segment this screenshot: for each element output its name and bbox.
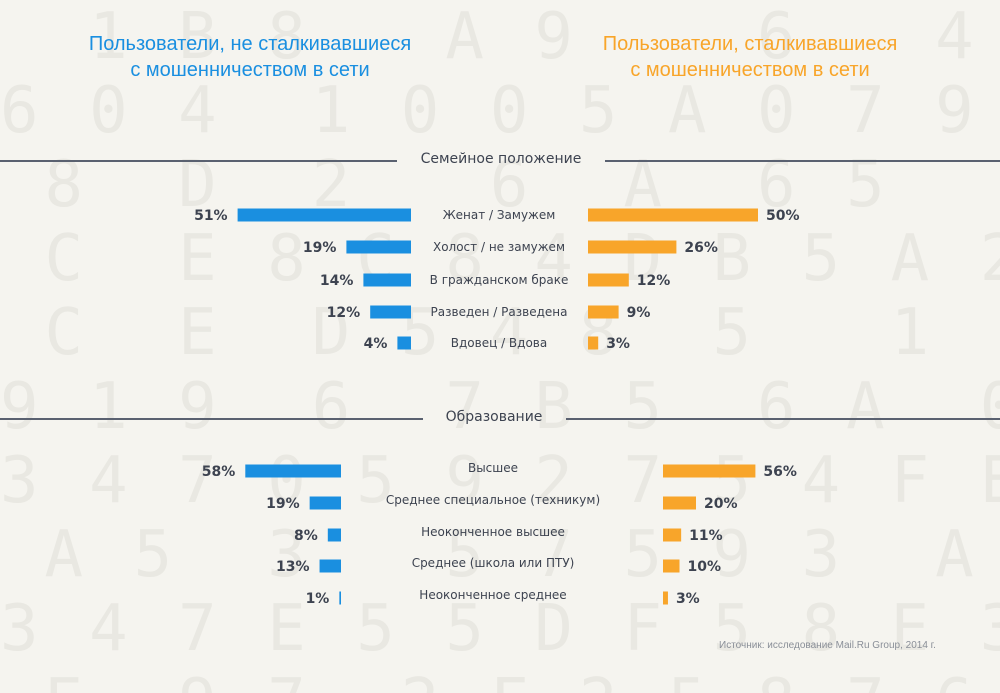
- left-group-title: Пользователи, не сталкивавшиеся с мошенн…: [50, 31, 450, 83]
- bar-right-0-4: [588, 336, 599, 350]
- bar-left-1-0: [245, 464, 341, 478]
- value-label-left-1-3: 13%: [276, 559, 310, 575]
- value-label-left-0-1: 19%: [303, 240, 337, 256]
- category-label-0-2: В гражданском браке: [430, 273, 569, 287]
- value-label-right-1-3: 10%: [688, 559, 722, 575]
- left-title-line-1: Пользователи, не сталкивавшиеся: [88, 33, 412, 55]
- section-divider-right: [566, 418, 1000, 420]
- bar-right-1-2: [663, 528, 682, 542]
- bar-left-0-4: [397, 336, 411, 350]
- value-label-right-1-2: 11%: [689, 528, 723, 544]
- value-label-left-1-4: 1%: [306, 591, 330, 607]
- value-label-right-0-3: 9%: [627, 305, 651, 321]
- source-note: Источник: исследование Mail.Ru Group, 20…: [719, 640, 936, 651]
- value-label-left-1-1: 19%: [266, 496, 300, 512]
- category-label-0-1: Холост / не замужем: [433, 240, 565, 254]
- value-label-left-0-4: 4%: [364, 336, 388, 352]
- value-label-right-1-1: 20%: [704, 496, 738, 512]
- category-label-1-2: Неоконченное высшее: [421, 525, 565, 539]
- value-label-left-0-0: 51%: [194, 208, 228, 224]
- category-label-0-4: Вдовец / Вдова: [451, 336, 547, 350]
- bar-left-1-3: [319, 559, 341, 573]
- section-divider-right: [605, 160, 1000, 162]
- section-divider-left: [0, 418, 423, 420]
- bar-left-1-2: [327, 528, 341, 542]
- bar-left-1-1: [309, 496, 341, 510]
- right-group-title: Пользователи, сталкивавшиеся с мошенниче…: [550, 31, 950, 83]
- bar-left-1-4: [339, 591, 341, 605]
- bar-right-1-1: [663, 496, 696, 510]
- value-label-right-0-1: 26%: [684, 240, 718, 256]
- bar-right-0-3: [588, 305, 619, 319]
- bar-right-0-2: [588, 273, 629, 287]
- right-title-line-2: с мошенничеством в сети: [630, 59, 870, 81]
- section-divider-left: [0, 160, 397, 162]
- section-title-education: Образование: [445, 409, 543, 425]
- category-label-0-0: Женат / Замужем: [443, 208, 556, 222]
- section-title-marital: Семейное положение: [420, 151, 582, 167]
- value-label-left-1-0: 58%: [202, 464, 236, 480]
- bar-right-0-0: [588, 208, 758, 222]
- category-label-1-4: Неоконченное среднее: [419, 588, 566, 602]
- value-label-right-0-4: 3%: [606, 336, 630, 352]
- left-title-line-2: с мошенничеством в сети: [130, 59, 370, 81]
- bar-right-1-4: [663, 591, 668, 605]
- category-label-1-0: Высшее: [468, 461, 518, 475]
- category-label-0-3: Разведен / Разведена: [431, 305, 568, 319]
- bar-right-1-0: [663, 464, 756, 478]
- value-label-left-0-3: 12%: [327, 305, 361, 321]
- value-label-right-1-0: 56%: [763, 464, 797, 480]
- bar-left-0-1: [346, 240, 411, 254]
- value-label-left-1-2: 8%: [294, 528, 318, 544]
- bar-left-0-2: [363, 273, 411, 287]
- category-label-1-1: Среднее специальное (техникум): [386, 493, 600, 507]
- category-label-1-3: Среднее (школа или ПТУ): [412, 556, 575, 570]
- value-label-right-0-2: 12%: [637, 273, 671, 289]
- bar-left-0-3: [370, 305, 411, 319]
- value-label-right-1-4: 3%: [676, 591, 700, 607]
- bar-right-1-3: [663, 559, 680, 573]
- value-label-left-0-2: 14%: [320, 273, 354, 289]
- right-title-line-1: Пользователи, сталкивавшиеся: [602, 33, 898, 55]
- value-label-right-0-0: 50%: [766, 208, 800, 224]
- bar-left-0-0: [237, 208, 411, 222]
- bar-right-0-1: [588, 240, 677, 254]
